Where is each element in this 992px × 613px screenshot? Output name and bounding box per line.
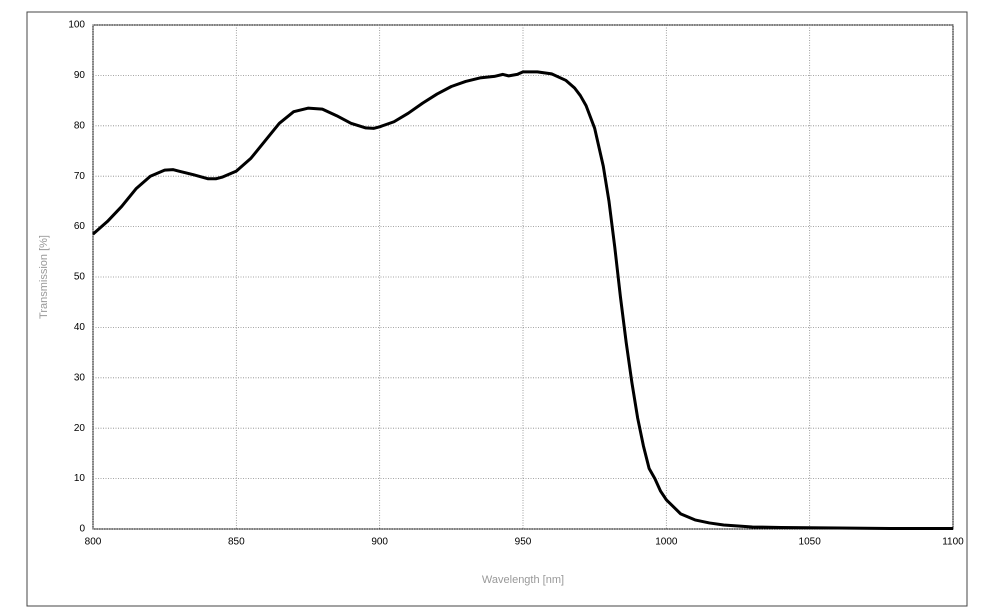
y-tick-label: 30 bbox=[74, 372, 86, 383]
x-tick-label: 900 bbox=[371, 537, 388, 548]
y-tick-label: 60 bbox=[74, 221, 86, 232]
x-tick-label: 1000 bbox=[655, 537, 678, 548]
y-tick-label: 100 bbox=[68, 20, 85, 31]
y-tick-label: 50 bbox=[74, 272, 86, 283]
x-tick-label: 1100 bbox=[942, 537, 964, 548]
y-tick-label: 90 bbox=[74, 70, 86, 81]
x-tick-label: 800 bbox=[85, 537, 102, 548]
y-axis-title: Transmission [%] bbox=[38, 235, 50, 319]
y-tick-label: 40 bbox=[74, 322, 86, 333]
y-tick-label: 20 bbox=[74, 423, 86, 434]
y-tick-label: 0 bbox=[79, 524, 85, 535]
x-tick-label: 1050 bbox=[799, 537, 822, 548]
data-line bbox=[92, 70, 953, 530]
y-tick-label: 70 bbox=[74, 171, 86, 182]
x-axis-title: Wavelength [nm] bbox=[482, 574, 564, 586]
x-tick-label: 950 bbox=[515, 537, 532, 548]
chart-frame bbox=[26, 11, 968, 607]
y-tick-label: 80 bbox=[74, 120, 86, 131]
y-tick-label: 10 bbox=[74, 473, 86, 484]
x-tick-label: 850 bbox=[228, 537, 245, 548]
